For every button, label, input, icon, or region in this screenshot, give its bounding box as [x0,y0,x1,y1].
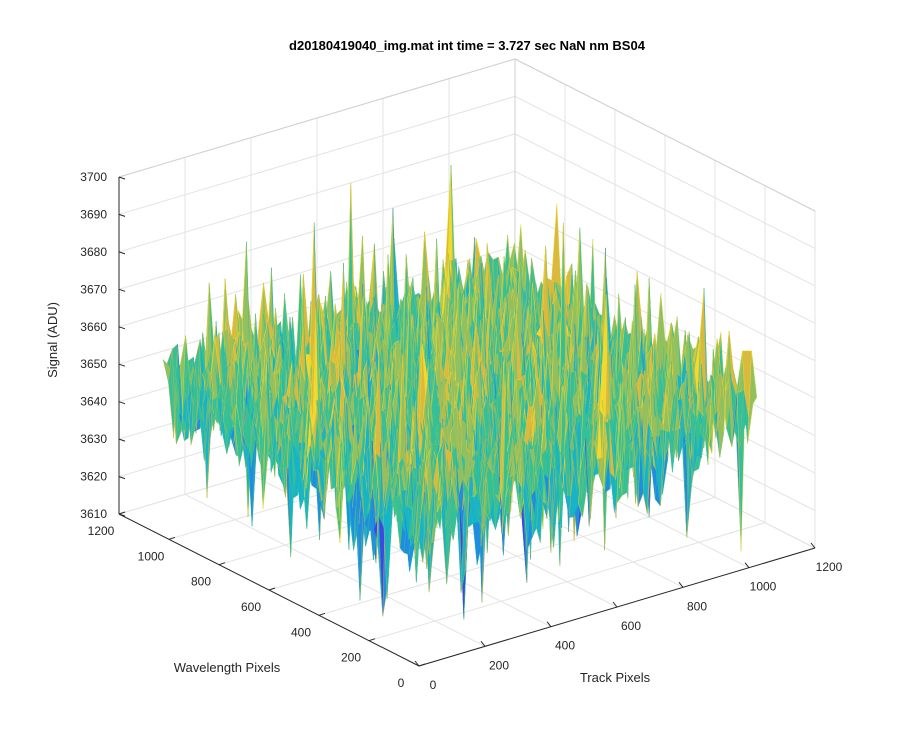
z-tick-label: 3660 [80,320,107,334]
z-tick-label: 3610 [80,507,107,521]
x-axis-label: Track Pixels [580,670,651,685]
x-tick-label: 400 [555,639,575,653]
y-tick-label: 400 [291,625,311,639]
grid-line [514,208,816,362]
z-tick [118,288,126,292]
z-tick [118,176,126,180]
chart-title: d20180419040_img.mat int time = 3.727 se… [289,38,646,53]
z-tick-label: 3670 [80,282,107,296]
box-edge [118,58,516,178]
z-tick [118,401,126,405]
grid-line [514,170,816,324]
z-tick-label: 3700 [80,170,107,184]
grid-line [118,170,516,290]
z-tick [118,213,126,217]
z-tick-label: 3630 [80,432,107,446]
z-tick [118,251,126,255]
grid-line [514,245,816,399]
x-tick-label: 200 [489,658,509,672]
z-tick [118,363,126,367]
y-tick-label: 200 [341,651,361,665]
x-tick-label: 0 [430,678,437,692]
surface-data [162,165,758,620]
grid-line [514,95,816,249]
x-tick-label: 1000 [750,580,777,594]
grid-line [514,133,816,287]
grid-line [118,95,516,215]
z-tick-label: 3620 [80,470,107,484]
y-tick-label: 0 [398,676,405,690]
box-edge [514,58,816,212]
x-tick-label: 800 [687,599,707,613]
z-tick [118,326,126,330]
grid-line [118,133,516,253]
surface-cell [551,203,562,287]
y-axis-label: Wavelength Pixels [174,660,281,675]
y-tick-label: 1200 [88,524,115,538]
z-tick-label: 3650 [80,357,107,371]
y-tick-label: 800 [191,575,211,589]
y-tick-label: 1000 [138,549,165,563]
y-tick-label: 600 [241,600,261,614]
z-tick-label: 3680 [80,245,107,259]
z-tick-label: 3690 [80,207,107,221]
grid-line [368,522,766,642]
x-tick-label: 600 [621,619,641,633]
z-tick-label: 3640 [80,395,107,409]
z-axis-label: Signal (ADU) [45,302,60,378]
x-tick-label: 1200 [816,560,843,574]
z-tick [118,476,126,480]
z-tick [118,438,126,442]
